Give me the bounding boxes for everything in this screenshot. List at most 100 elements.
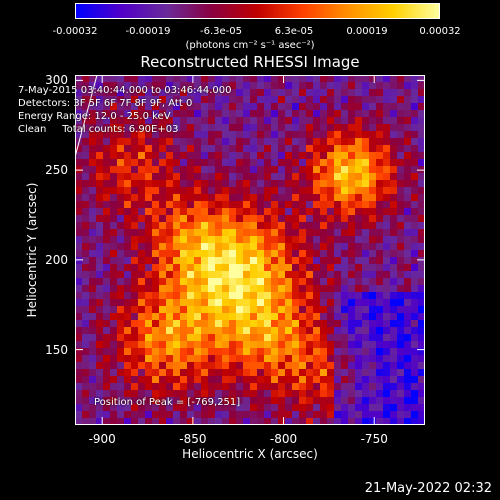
- heatmap-cell: [159, 341, 166, 348]
- heatmap-cell: [180, 369, 187, 376]
- heatmap-cell: [369, 75, 376, 82]
- heatmap-cell: [313, 110, 320, 117]
- heatmap-cell: [250, 201, 257, 208]
- heatmap-cell: [334, 180, 341, 187]
- heatmap-cell: [96, 145, 103, 152]
- heatmap-cell: [362, 152, 369, 159]
- heatmap-cell: [180, 250, 187, 257]
- heatmap-cell: [313, 89, 320, 96]
- heatmap-cell: [418, 145, 425, 152]
- heatmap-cell: [355, 236, 362, 243]
- heatmap-cell: [159, 383, 166, 390]
- heatmap-cell: [229, 404, 236, 411]
- heatmap-cell: [411, 418, 418, 425]
- heatmap-cell: [411, 138, 418, 145]
- heatmap-cell: [75, 271, 82, 278]
- heatmap-cell: [236, 299, 243, 306]
- heatmap-cell: [285, 264, 292, 271]
- heatmap-cell: [103, 222, 110, 229]
- heatmap-cell: [117, 306, 124, 313]
- heatmap-cell: [215, 376, 222, 383]
- heatmap-cell: [257, 243, 264, 250]
- heatmap-cell: [404, 327, 411, 334]
- heatmap-cell: [285, 271, 292, 278]
- heatmap-cell: [180, 124, 187, 131]
- heatmap-cell: [376, 362, 383, 369]
- heatmap-cell: [103, 201, 110, 208]
- heatmap-cell: [152, 383, 159, 390]
- heatmap-cell: [194, 180, 201, 187]
- heatmap-cell: [201, 348, 208, 355]
- heatmap-cell: [75, 180, 82, 187]
- heatmap-cell: [327, 376, 334, 383]
- heatmap-cell: [117, 89, 124, 96]
- heatmap-cell: [138, 271, 145, 278]
- heatmap-cell: [166, 250, 173, 257]
- heatmap-cell: [173, 145, 180, 152]
- heatmap-cell: [285, 362, 292, 369]
- heatmap-cell: [327, 369, 334, 376]
- heatmap-cell: [138, 243, 145, 250]
- heatmap-cell: [404, 306, 411, 313]
- heatmap-cell: [187, 152, 194, 159]
- heatmap-cell: [187, 89, 194, 96]
- heatmap-cell: [250, 257, 257, 264]
- heatmap-cell: [194, 376, 201, 383]
- heatmap-cell: [222, 383, 229, 390]
- heatmap-cell: [152, 89, 159, 96]
- heatmap-cell: [376, 397, 383, 404]
- heatmap-cell: [201, 404, 208, 411]
- heatmap-cell: [411, 201, 418, 208]
- heatmap-cell: [397, 96, 404, 103]
- heatmap-cell: [341, 180, 348, 187]
- heatmap-cell: [201, 194, 208, 201]
- heatmap-cell: [222, 166, 229, 173]
- heatmap-cell: [341, 96, 348, 103]
- heatmap-cell: [131, 383, 138, 390]
- heatmap-cell: [320, 243, 327, 250]
- heatmap-cell: [411, 159, 418, 166]
- heatmap-cell: [159, 131, 166, 138]
- heatmap-cell: [285, 376, 292, 383]
- heatmap-cell: [285, 187, 292, 194]
- heatmap-cell: [320, 292, 327, 299]
- heatmap-cell: [292, 215, 299, 222]
- heatmap-cell: [320, 257, 327, 264]
- heatmap-cell: [250, 348, 257, 355]
- heatmap-cell: [313, 131, 320, 138]
- heatmap-cell: [131, 159, 138, 166]
- heatmap-cell: [138, 131, 145, 138]
- heatmap-cell: [138, 187, 145, 194]
- heatmap-cell: [138, 299, 145, 306]
- heatmap-cell: [285, 110, 292, 117]
- heatmap-cell: [313, 180, 320, 187]
- heatmap-cell: [89, 271, 96, 278]
- heatmap-cell: [341, 131, 348, 138]
- heatmap-cell: [173, 75, 180, 82]
- heatmap-cell: [320, 397, 327, 404]
- heatmap-cell: [257, 348, 264, 355]
- heatmap-cell: [418, 369, 425, 376]
- heatmap-cell: [222, 390, 229, 397]
- heatmap-cell: [180, 243, 187, 250]
- heatmap-cell: [159, 411, 166, 418]
- heatmap-cell: [264, 152, 271, 159]
- heatmap-cell: [418, 243, 425, 250]
- heatmap-cell: [348, 362, 355, 369]
- heatmap-cell: [341, 264, 348, 271]
- heatmap-cell: [215, 89, 222, 96]
- heatmap-cell: [145, 82, 152, 89]
- heatmap-cell: [299, 369, 306, 376]
- heatmap-cell: [138, 390, 145, 397]
- heatmap-cell: [236, 404, 243, 411]
- heatmap-cell: [313, 404, 320, 411]
- heatmap-cell: [222, 187, 229, 194]
- heatmap-cell: [208, 299, 215, 306]
- heatmap-cell: [229, 222, 236, 229]
- heatmap-cell: [131, 82, 138, 89]
- heatmap-cell: [411, 299, 418, 306]
- heatmap-cell: [222, 194, 229, 201]
- heatmap-cell: [236, 250, 243, 257]
- heatmap-cell: [124, 383, 131, 390]
- heatmap-cell: [383, 131, 390, 138]
